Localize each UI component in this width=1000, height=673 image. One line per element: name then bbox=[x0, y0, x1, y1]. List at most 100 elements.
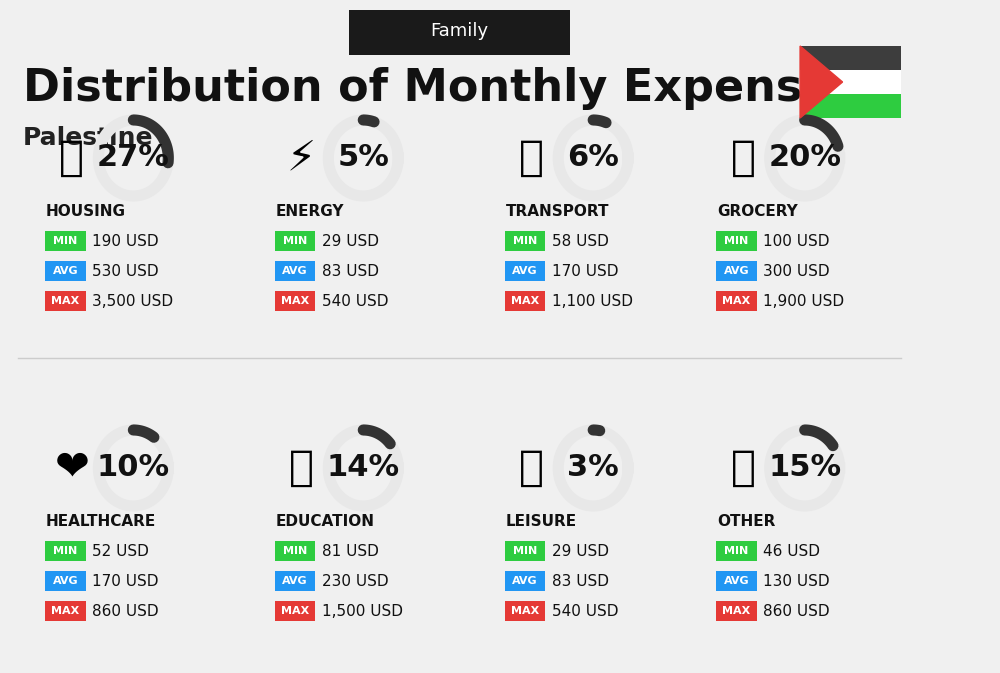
Text: Distribution of Monthly Expenses: Distribution of Monthly Expenses bbox=[23, 67, 859, 110]
Text: 20%: 20% bbox=[768, 143, 841, 172]
Text: MAX: MAX bbox=[511, 296, 539, 306]
Text: 100 USD: 100 USD bbox=[763, 234, 830, 248]
Text: MIN: MIN bbox=[283, 236, 307, 246]
FancyBboxPatch shape bbox=[800, 94, 901, 118]
FancyBboxPatch shape bbox=[505, 541, 545, 561]
Text: EDUCATION: EDUCATION bbox=[276, 513, 375, 528]
FancyBboxPatch shape bbox=[45, 261, 86, 281]
FancyBboxPatch shape bbox=[716, 291, 757, 311]
Text: 83 USD: 83 USD bbox=[552, 573, 609, 588]
FancyBboxPatch shape bbox=[275, 571, 315, 591]
Text: TRANSPORT: TRANSPORT bbox=[506, 203, 609, 219]
Text: 52 USD: 52 USD bbox=[92, 544, 149, 559]
FancyBboxPatch shape bbox=[45, 541, 86, 561]
Text: 860 USD: 860 USD bbox=[763, 604, 830, 618]
Text: 1,100 USD: 1,100 USD bbox=[552, 293, 633, 308]
Text: MAX: MAX bbox=[281, 296, 309, 306]
Text: AVG: AVG bbox=[282, 576, 308, 586]
Text: 🛒: 🛒 bbox=[731, 137, 756, 179]
Text: MAX: MAX bbox=[511, 606, 539, 616]
Text: GROCERY: GROCERY bbox=[717, 203, 798, 219]
Text: 🛍: 🛍 bbox=[519, 447, 544, 489]
Text: MIN: MIN bbox=[724, 546, 749, 556]
FancyBboxPatch shape bbox=[716, 541, 757, 561]
Text: Family: Family bbox=[431, 22, 489, 40]
Text: 530 USD: 530 USD bbox=[92, 264, 159, 279]
FancyBboxPatch shape bbox=[716, 571, 757, 591]
FancyBboxPatch shape bbox=[275, 231, 315, 251]
Text: MIN: MIN bbox=[513, 236, 537, 246]
FancyBboxPatch shape bbox=[716, 231, 757, 251]
Text: AVG: AVG bbox=[512, 576, 538, 586]
FancyBboxPatch shape bbox=[800, 46, 901, 70]
Text: ENERGY: ENERGY bbox=[276, 203, 344, 219]
Text: 46 USD: 46 USD bbox=[763, 544, 820, 559]
Text: 860 USD: 860 USD bbox=[92, 604, 159, 618]
Text: 🎓: 🎓 bbox=[289, 447, 314, 489]
Text: 83 USD: 83 USD bbox=[322, 264, 379, 279]
Text: 💰: 💰 bbox=[731, 447, 756, 489]
Text: LEISURE: LEISURE bbox=[506, 513, 577, 528]
Text: 130 USD: 130 USD bbox=[763, 573, 830, 588]
FancyBboxPatch shape bbox=[349, 10, 570, 55]
Text: 29 USD: 29 USD bbox=[552, 544, 609, 559]
Text: 190 USD: 190 USD bbox=[92, 234, 159, 248]
Text: MAX: MAX bbox=[281, 606, 309, 616]
Text: 🚌: 🚌 bbox=[519, 137, 544, 179]
Text: MIN: MIN bbox=[53, 546, 77, 556]
Text: 81 USD: 81 USD bbox=[322, 544, 379, 559]
Polygon shape bbox=[800, 46, 843, 118]
FancyBboxPatch shape bbox=[505, 261, 545, 281]
Text: AVG: AVG bbox=[724, 576, 749, 586]
FancyBboxPatch shape bbox=[45, 601, 86, 621]
FancyBboxPatch shape bbox=[275, 601, 315, 621]
Text: MAX: MAX bbox=[722, 296, 751, 306]
Text: ⚡: ⚡ bbox=[287, 137, 316, 179]
Text: AVG: AVG bbox=[282, 266, 308, 276]
Text: 300 USD: 300 USD bbox=[763, 264, 830, 279]
FancyBboxPatch shape bbox=[275, 291, 315, 311]
Text: 1,500 USD: 1,500 USD bbox=[322, 604, 403, 618]
Text: OTHER: OTHER bbox=[717, 513, 776, 528]
Text: 5%: 5% bbox=[337, 143, 389, 172]
Text: MIN: MIN bbox=[283, 546, 307, 556]
FancyBboxPatch shape bbox=[505, 601, 545, 621]
Text: 3,500 USD: 3,500 USD bbox=[92, 293, 173, 308]
FancyBboxPatch shape bbox=[505, 571, 545, 591]
Text: AVG: AVG bbox=[512, 266, 538, 276]
Text: 170 USD: 170 USD bbox=[92, 573, 158, 588]
FancyBboxPatch shape bbox=[800, 70, 901, 94]
FancyBboxPatch shape bbox=[275, 261, 315, 281]
Text: 230 USD: 230 USD bbox=[322, 573, 388, 588]
Text: 29 USD: 29 USD bbox=[322, 234, 379, 248]
Text: Palestine: Palestine bbox=[23, 126, 153, 150]
Text: 6%: 6% bbox=[567, 143, 619, 172]
FancyBboxPatch shape bbox=[45, 291, 86, 311]
Text: 1,900 USD: 1,900 USD bbox=[763, 293, 844, 308]
Text: 3%: 3% bbox=[567, 454, 619, 483]
Text: HOUSING: HOUSING bbox=[46, 203, 126, 219]
FancyBboxPatch shape bbox=[716, 261, 757, 281]
Text: 540 USD: 540 USD bbox=[322, 293, 388, 308]
Text: AVG: AVG bbox=[724, 266, 749, 276]
FancyBboxPatch shape bbox=[716, 601, 757, 621]
FancyBboxPatch shape bbox=[45, 571, 86, 591]
Text: AVG: AVG bbox=[52, 576, 78, 586]
Text: MAX: MAX bbox=[722, 606, 751, 616]
FancyBboxPatch shape bbox=[45, 231, 86, 251]
Text: 15%: 15% bbox=[768, 454, 841, 483]
FancyBboxPatch shape bbox=[275, 541, 315, 561]
Text: MIN: MIN bbox=[724, 236, 749, 246]
Text: 540 USD: 540 USD bbox=[552, 604, 618, 618]
Text: MAX: MAX bbox=[51, 606, 79, 616]
Text: ❤: ❤ bbox=[54, 447, 89, 489]
Text: 🏢: 🏢 bbox=[59, 137, 84, 179]
Text: HEALTHCARE: HEALTHCARE bbox=[46, 513, 156, 528]
Text: 27%: 27% bbox=[97, 143, 170, 172]
Text: 10%: 10% bbox=[97, 454, 170, 483]
Text: 170 USD: 170 USD bbox=[552, 264, 618, 279]
Text: MIN: MIN bbox=[513, 546, 537, 556]
Text: AVG: AVG bbox=[52, 266, 78, 276]
FancyBboxPatch shape bbox=[505, 291, 545, 311]
Text: 14%: 14% bbox=[327, 454, 400, 483]
